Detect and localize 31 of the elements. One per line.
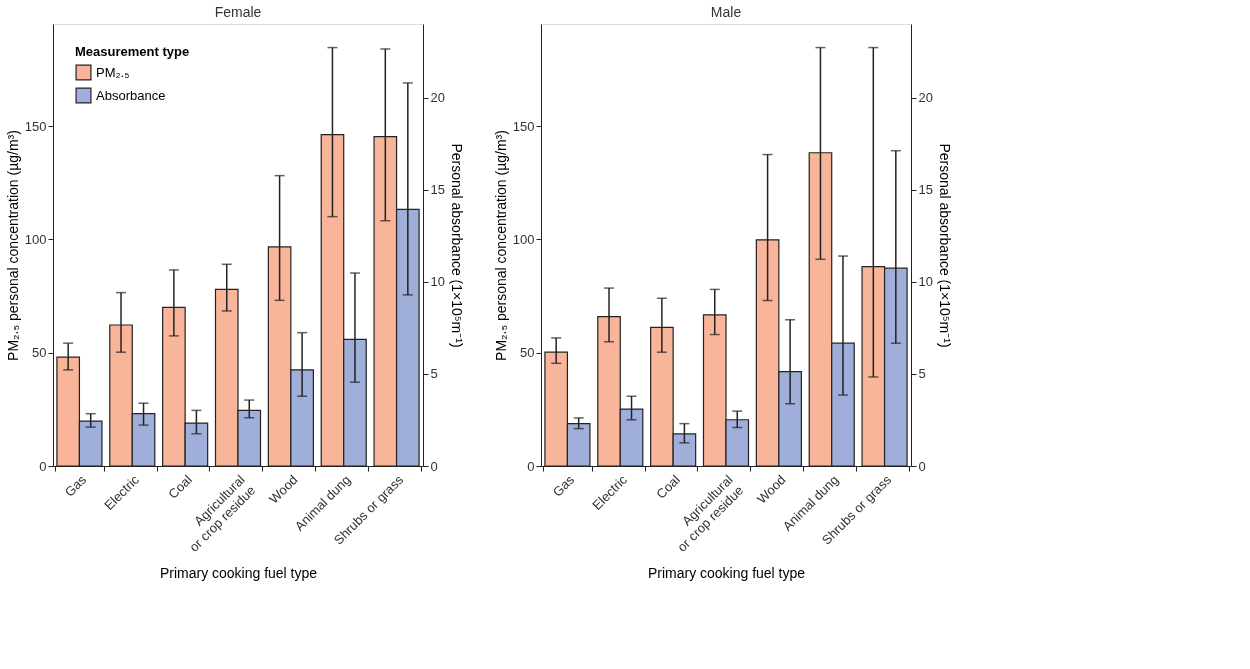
y-tick-label: 0 [527, 458, 535, 474]
y-tick-label: 150 [24, 118, 47, 134]
y2-tick-label: 10 [918, 274, 933, 290]
y2-tick-label: 0 [918, 458, 926, 474]
y2-tick-label: 15 [430, 182, 445, 198]
chart-title: Female [214, 4, 262, 20]
y-tick-label: 50 [520, 345, 535, 361]
y-tick-label: 150 [512, 118, 535, 134]
x-axis-title: Primary cooking fuel type [647, 564, 806, 581]
y-tick-label: 100 [512, 231, 535, 247]
y2-tick-label: 10 [430, 274, 445, 290]
legend-title: Measurement type [75, 44, 190, 59]
chart-title: Male [710, 4, 742, 20]
y2-axis-title: Personal absorbance (1×10⁵m⁻¹) [448, 143, 465, 348]
y2-axis-title: Personal absorbance (1×10⁵m⁻¹) [936, 143, 953, 348]
y2-tick-label: 5 [430, 366, 438, 382]
x-axis-title: Primary cooking fuel type [159, 564, 318, 581]
y2-tick-label: 15 [918, 182, 933, 198]
y2-tick-label: 0 [430, 458, 438, 474]
y-tick-label: 50 [32, 345, 47, 361]
legend-label: Absorbance [96, 87, 166, 103]
y-axis-title: PM₂.₅ personal concentration (µg/m³) [4, 130, 21, 361]
x-tick-label: Gas [61, 471, 90, 500]
y2-tick-label: 20 [918, 90, 933, 106]
y-axis-title: PM₂.₅ personal concentration (µg/m³) [492, 130, 509, 361]
x-tick-label: Gas [549, 471, 578, 500]
y-tick-label: 0 [39, 458, 47, 474]
legend-label: PM₂.₅ [96, 64, 130, 80]
y-tick-label: 100 [24, 231, 47, 247]
y2-tick-label: 5 [918, 366, 926, 382]
y2-tick-label: 20 [430, 90, 445, 106]
